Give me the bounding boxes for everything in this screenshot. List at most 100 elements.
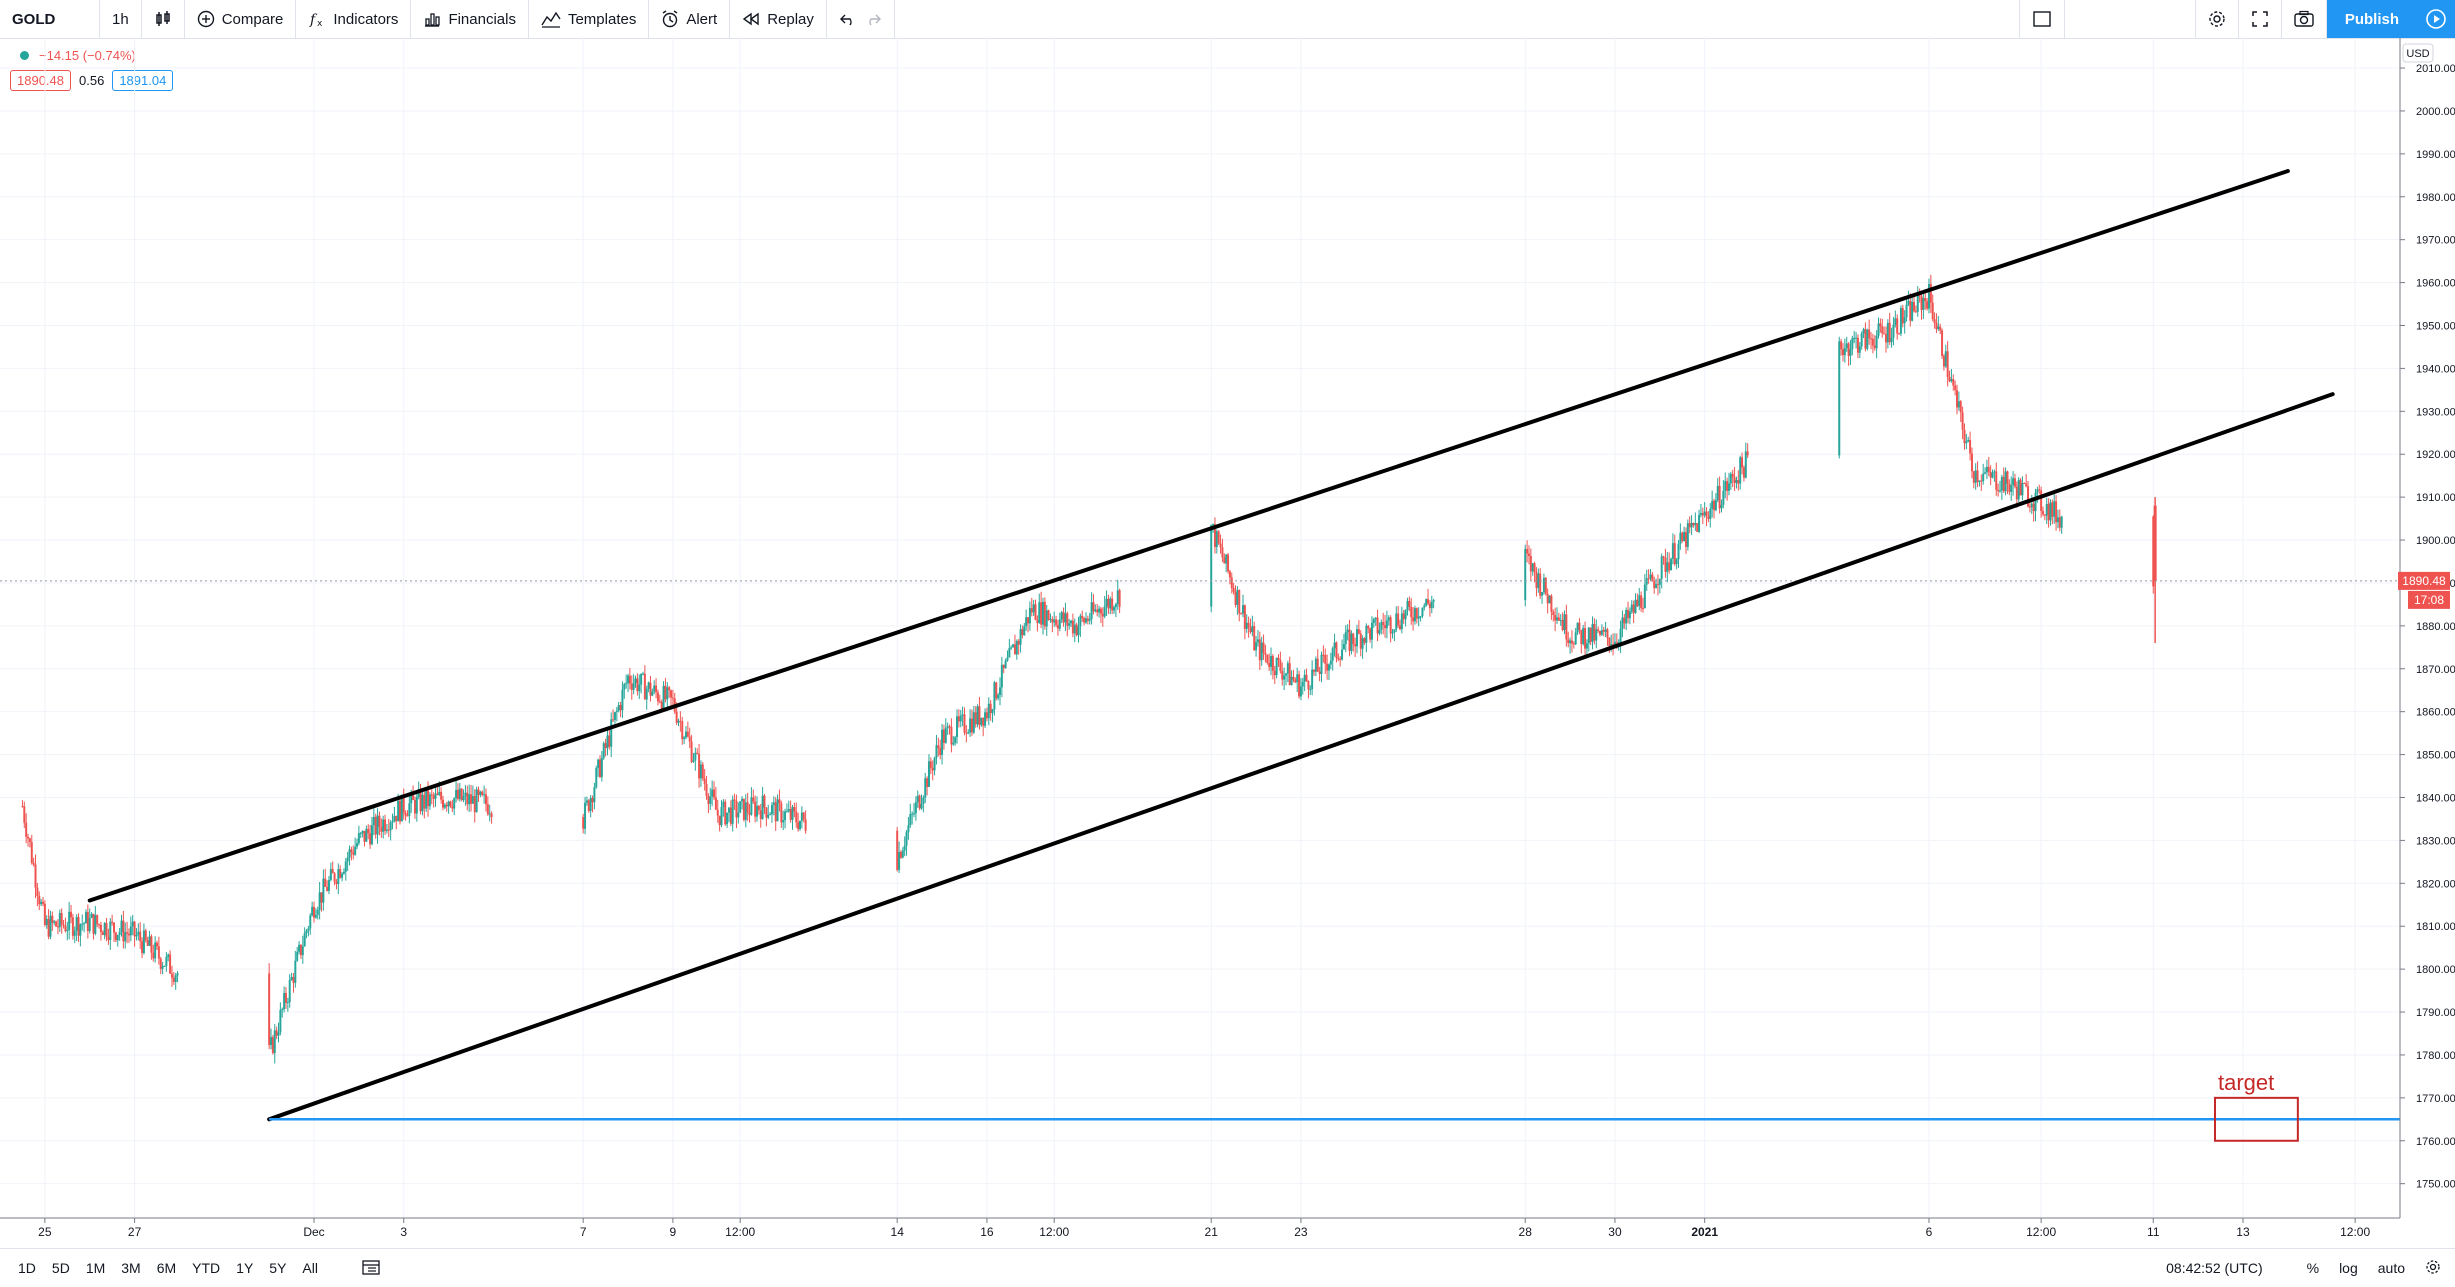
candle-body bbox=[591, 797, 594, 803]
price-chart[interactable]: target 1750.00 1760.00 1770.00 1780.00 1790.… bbox=[0, 38, 2455, 1248]
candle-body bbox=[1228, 571, 1231, 578]
undo-icon[interactable] bbox=[839, 10, 857, 28]
candle-body bbox=[1243, 605, 1246, 629]
candle-body bbox=[1256, 639, 1259, 643]
range-button[interactable]: 1D bbox=[18, 1260, 36, 1276]
candle-body bbox=[1864, 329, 1867, 349]
play-button[interactable] bbox=[2417, 0, 2455, 38]
candle-body bbox=[1899, 308, 1902, 334]
candle-body bbox=[898, 851, 901, 870]
candle-body bbox=[34, 864, 37, 888]
publish-button[interactable]: Publish bbox=[2326, 0, 2417, 38]
candle-body bbox=[1847, 343, 1850, 356]
candle-body bbox=[2060, 516, 2063, 528]
candle-body bbox=[1858, 346, 1861, 353]
candle-body bbox=[118, 932, 121, 936]
candle-body bbox=[627, 675, 630, 684]
replay-label: Replay bbox=[767, 10, 814, 28]
candle-body bbox=[1292, 676, 1295, 680]
range-button[interactable]: 5D bbox=[51, 1260, 70, 1276]
log-toggle[interactable]: log bbox=[2339, 1260, 2358, 1276]
candle-body bbox=[436, 793, 439, 795]
candle-body bbox=[1576, 622, 1579, 633]
alert-button[interactable]: Alert bbox=[649, 0, 731, 38]
symbol-search-button[interactable]: GOLD bbox=[0, 0, 100, 38]
candle-body bbox=[1851, 338, 1854, 350]
range-button[interactable]: 1Y bbox=[236, 1260, 254, 1276]
candle-body bbox=[1002, 664, 1005, 669]
candle-body bbox=[656, 692, 659, 702]
candle-body bbox=[1914, 311, 1917, 313]
candle-body bbox=[634, 678, 637, 684]
candle-body bbox=[421, 794, 424, 812]
candle-body bbox=[1537, 573, 1540, 588]
candle-body bbox=[918, 795, 921, 809]
candle-body bbox=[1550, 595, 1553, 612]
candle-body bbox=[1705, 511, 1708, 517]
candle-body bbox=[1419, 616, 1422, 618]
candle-body bbox=[1741, 457, 1744, 468]
interval-button[interactable]: 1h bbox=[100, 0, 142, 38]
candle-body bbox=[1890, 337, 1893, 343]
range-button[interactable]: 5Y bbox=[269, 1260, 287, 1276]
chart-settings-button[interactable] bbox=[2415, 1259, 2455, 1278]
templates-button[interactable]: Templates bbox=[529, 0, 650, 38]
range-button[interactable]: 3M bbox=[121, 1260, 141, 1276]
compare-button[interactable]: Compare bbox=[185, 0, 297, 38]
candle-body bbox=[105, 923, 108, 937]
candle-body bbox=[769, 814, 772, 816]
market-status-dot bbox=[20, 50, 29, 60]
candle-body bbox=[795, 811, 798, 823]
fullscreen-button[interactable] bbox=[2239, 0, 2282, 38]
candle-body bbox=[1038, 602, 1041, 623]
candle-body bbox=[1053, 619, 1056, 623]
price-axis[interactable]: 1750.00 1760.00 1770.00 1780.00 1790.00 1800.… bbox=[2399, 38, 2455, 1218]
range-button[interactable]: 1M bbox=[85, 1260, 106, 1276]
percent-toggle[interactable]: % bbox=[2306, 1260, 2320, 1276]
settings-button[interactable] bbox=[2194, 0, 2239, 38]
goto-date-button[interactable] bbox=[362, 1259, 380, 1278]
candle-body bbox=[1903, 317, 1906, 324]
utc-clock[interactable]: 08:42:52 (UTC) bbox=[2166, 1260, 2263, 1276]
candle-body bbox=[1251, 626, 1254, 633]
candle-body bbox=[1939, 326, 1942, 331]
candle-body bbox=[1240, 613, 1243, 615]
candle-body bbox=[2015, 486, 2018, 500]
candle-body bbox=[60, 913, 63, 925]
auto-toggle[interactable]: auto bbox=[2377, 1260, 2405, 1276]
candle-body bbox=[1535, 572, 1538, 588]
sell-price-button[interactable]: 1890.48 bbox=[10, 70, 71, 91]
range-button[interactable]: All bbox=[302, 1260, 318, 1276]
candle-body bbox=[584, 802, 587, 829]
layout-button[interactable] bbox=[2018, 0, 2065, 38]
candle-body bbox=[283, 992, 286, 1009]
candle-body bbox=[1103, 606, 1106, 617]
candle-body bbox=[402, 794, 405, 814]
candle-body bbox=[742, 798, 745, 820]
price-tick-label: 1960.00 bbox=[2416, 278, 2455, 290]
candle-body bbox=[1275, 657, 1278, 676]
redo-icon[interactable] bbox=[864, 10, 882, 28]
candle-body bbox=[331, 869, 334, 874]
replay-button[interactable]: Replay bbox=[730, 0, 827, 38]
financials-button[interactable]: Financials bbox=[411, 0, 529, 38]
candle-body bbox=[1638, 595, 1641, 607]
time-axis[interactable]: 25 27 Dec 3 7 9 12:00 14 16 12:00 21 23 28 30 2021 6 12:… bbox=[0, 1217, 2400, 1239]
undo-redo-group bbox=[827, 0, 895, 38]
chart-style-button[interactable] bbox=[142, 0, 185, 38]
candle-body bbox=[1873, 345, 1876, 349]
candle-body bbox=[479, 791, 482, 795]
candle-body bbox=[1008, 648, 1011, 658]
range-button[interactable]: 6M bbox=[156, 1260, 177, 1276]
candle-body bbox=[2013, 478, 2016, 487]
candle-body bbox=[1223, 557, 1226, 564]
buy-price-button[interactable]: 1891.04 bbox=[112, 70, 174, 91]
candle-body bbox=[1894, 318, 1897, 325]
range-button[interactable]: YTD bbox=[192, 1260, 221, 1276]
snapshot-button[interactable] bbox=[2282, 0, 2327, 38]
candle-body bbox=[623, 684, 626, 690]
candle-body bbox=[1746, 451, 1749, 456]
candle-body bbox=[1305, 674, 1308, 682]
candle-body bbox=[1098, 608, 1101, 613]
